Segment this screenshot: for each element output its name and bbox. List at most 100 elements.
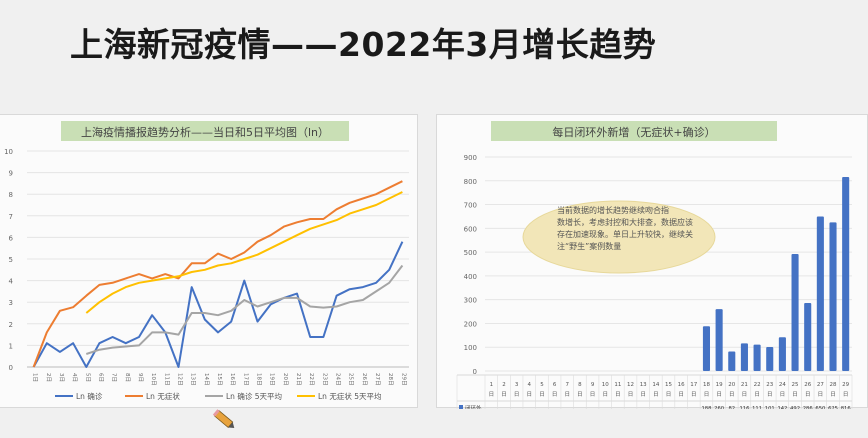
- x-tick-label: 日: [754, 391, 760, 398]
- bar-chart: 每日闭环外新增（无症状+确诊） 0 100 200 300 400 500 600 700 800…: [456, 121, 853, 409]
- x-tick-label: 12日: [176, 373, 183, 386]
- y-tick-label: 3: [9, 299, 13, 307]
- x-tick-label: 23日: [321, 373, 328, 386]
- x-tick-label: 23: [766, 382, 773, 388]
- y-tick-label: 2: [9, 321, 13, 329]
- bar: [829, 222, 837, 371]
- x-tick-label: 29: [842, 382, 849, 388]
- x-tick-label: 27日: [374, 373, 381, 386]
- x-tick-label: 25日: [348, 373, 355, 386]
- x-tick-label: 5: [540, 382, 544, 388]
- x-tick-label: 日: [818, 391, 824, 398]
- y-tick-label: 100: [464, 344, 477, 352]
- x-tick-label: 日: [666, 391, 672, 398]
- data-label: 650: [815, 406, 825, 409]
- chart-title: 每日闭环外新增（无症状+确诊）: [552, 125, 715, 139]
- x-tick-label: 9日: [137, 373, 144, 382]
- y-tick-label: 4: [9, 278, 14, 286]
- line-chart-panel: 上海疫情播报趋势分析——当日和5日平均图（ln） 0 1 2 3 4 5 6 7 8 9 10 1日 2日…: [0, 114, 418, 408]
- series-line-3: [85, 191, 403, 314]
- x-tick-label: 日: [653, 391, 659, 398]
- x-tick-label: 6: [553, 382, 557, 388]
- bar: [753, 344, 761, 371]
- line-chart: 上海疫情播报趋势分析——当日和5日平均图（ln） 0 1 2 3 4 5 6 7 8 9 10 1日 2日…: [4, 121, 409, 401]
- data-label: 625: [828, 406, 838, 409]
- x-tick-label: 7: [566, 382, 570, 388]
- x-tick-label: 10: [602, 382, 609, 388]
- y-tick-label: 500: [464, 249, 477, 257]
- data-label: 260: [714, 406, 724, 409]
- x-tick-label: 日: [678, 391, 684, 398]
- x-tick-label: 18日: [256, 373, 263, 386]
- x-tick-label: 26: [804, 382, 811, 388]
- annotation-text: 当前数据的增长趋势继续吻合指数增长，考虑封控和大排查，数据应该存在加速现象。单日…: [557, 205, 693, 251]
- y-tick-label: 900: [464, 154, 477, 162]
- x-tick-label: 6日: [97, 373, 104, 382]
- y-tick-label: 600: [464, 225, 477, 233]
- x-tick-label: 1日: [32, 373, 39, 382]
- x-tick-label: 日: [640, 391, 646, 398]
- chart-title-bg: [61, 121, 349, 141]
- x-tick-label: 24: [779, 382, 786, 388]
- y-tick-label: 200: [464, 320, 477, 328]
- data-label: 492: [790, 406, 800, 409]
- x-tick-label: 3: [515, 382, 519, 388]
- y-tick-label: 9: [9, 170, 13, 178]
- series-line-1: [32, 180, 403, 368]
- x-tick-label: 日: [691, 391, 697, 398]
- bar: [816, 216, 824, 371]
- x-tick-label: 日: [590, 391, 596, 398]
- y-tick-label: 6: [9, 234, 14, 242]
- legend-label-3: Ln 无症状 5天平均: [318, 391, 381, 401]
- x-tick-label: 日: [805, 391, 811, 398]
- x-tick-label: 日: [742, 391, 748, 398]
- chart-title: 上海疫情播报趋势分析——当日和5日平均图（ln）: [81, 125, 329, 139]
- bar: [842, 176, 850, 371]
- x-tick-label: 25: [792, 382, 799, 388]
- x-tick-label: 26日: [361, 373, 368, 386]
- data-label: 111: [752, 406, 762, 409]
- x-tick-label: 日: [830, 391, 836, 398]
- x-tick-label: 日: [527, 391, 533, 398]
- x-tick-label: 日: [704, 391, 710, 398]
- x-tick-label: 13日: [190, 373, 197, 386]
- x-tick-label: 22日: [308, 373, 315, 386]
- x-tick-label: 13: [640, 382, 647, 388]
- bar-chart-panel: 每日闭环外新增（无症状+确诊） 0 100 200 300 400 500 600 700 800…: [436, 114, 868, 409]
- x-tick-label: 16: [678, 382, 685, 388]
- y-tick-label: 10: [4, 148, 13, 156]
- bar: [702, 326, 711, 371]
- y-tick-label: 8: [9, 191, 13, 199]
- x-tick-label: 28日: [387, 373, 394, 386]
- y-tick-label: 5: [9, 256, 13, 264]
- legend-label-1: Ln 无症状: [146, 391, 180, 401]
- data-label: 116: [739, 406, 749, 409]
- x-tick-label: 11日: [163, 373, 170, 386]
- x-tick-label: 20日: [282, 373, 289, 386]
- x-tick-label: 日: [489, 391, 495, 398]
- x-tick-label: 17: [690, 382, 697, 388]
- slide-title: 上海新冠疫情——2022年3月增长趋势: [70, 25, 657, 64]
- data-label: 82: [728, 406, 735, 409]
- y-tick-label: 7: [9, 213, 13, 221]
- x-tick-label: 日: [628, 391, 634, 398]
- x-tick-label: 日: [615, 391, 621, 398]
- x-tick-label: 日: [780, 391, 786, 398]
- x-tick-label: 20: [728, 382, 735, 388]
- y-tick-label: 0: [473, 368, 477, 376]
- x-tick-label: 19日: [269, 373, 276, 386]
- bar: [728, 351, 736, 371]
- y-tick-label: 0: [9, 364, 13, 372]
- chart-title-bg: [491, 121, 777, 141]
- data-label: 101: [765, 406, 775, 409]
- x-tick-label: 21日: [295, 373, 302, 386]
- x-tick-label: 14: [652, 382, 659, 388]
- x-tick-label: 日: [767, 391, 773, 398]
- y-tick-label: 1: [9, 342, 13, 350]
- x-tick-label: 日: [792, 391, 798, 398]
- x-tick-label: 2: [502, 382, 506, 388]
- x-tick-label: 9: [591, 382, 595, 388]
- x-tick-label: 18: [703, 382, 710, 388]
- x-tick-label: 3日: [58, 373, 65, 382]
- x-tick-label: 15日: [216, 373, 223, 386]
